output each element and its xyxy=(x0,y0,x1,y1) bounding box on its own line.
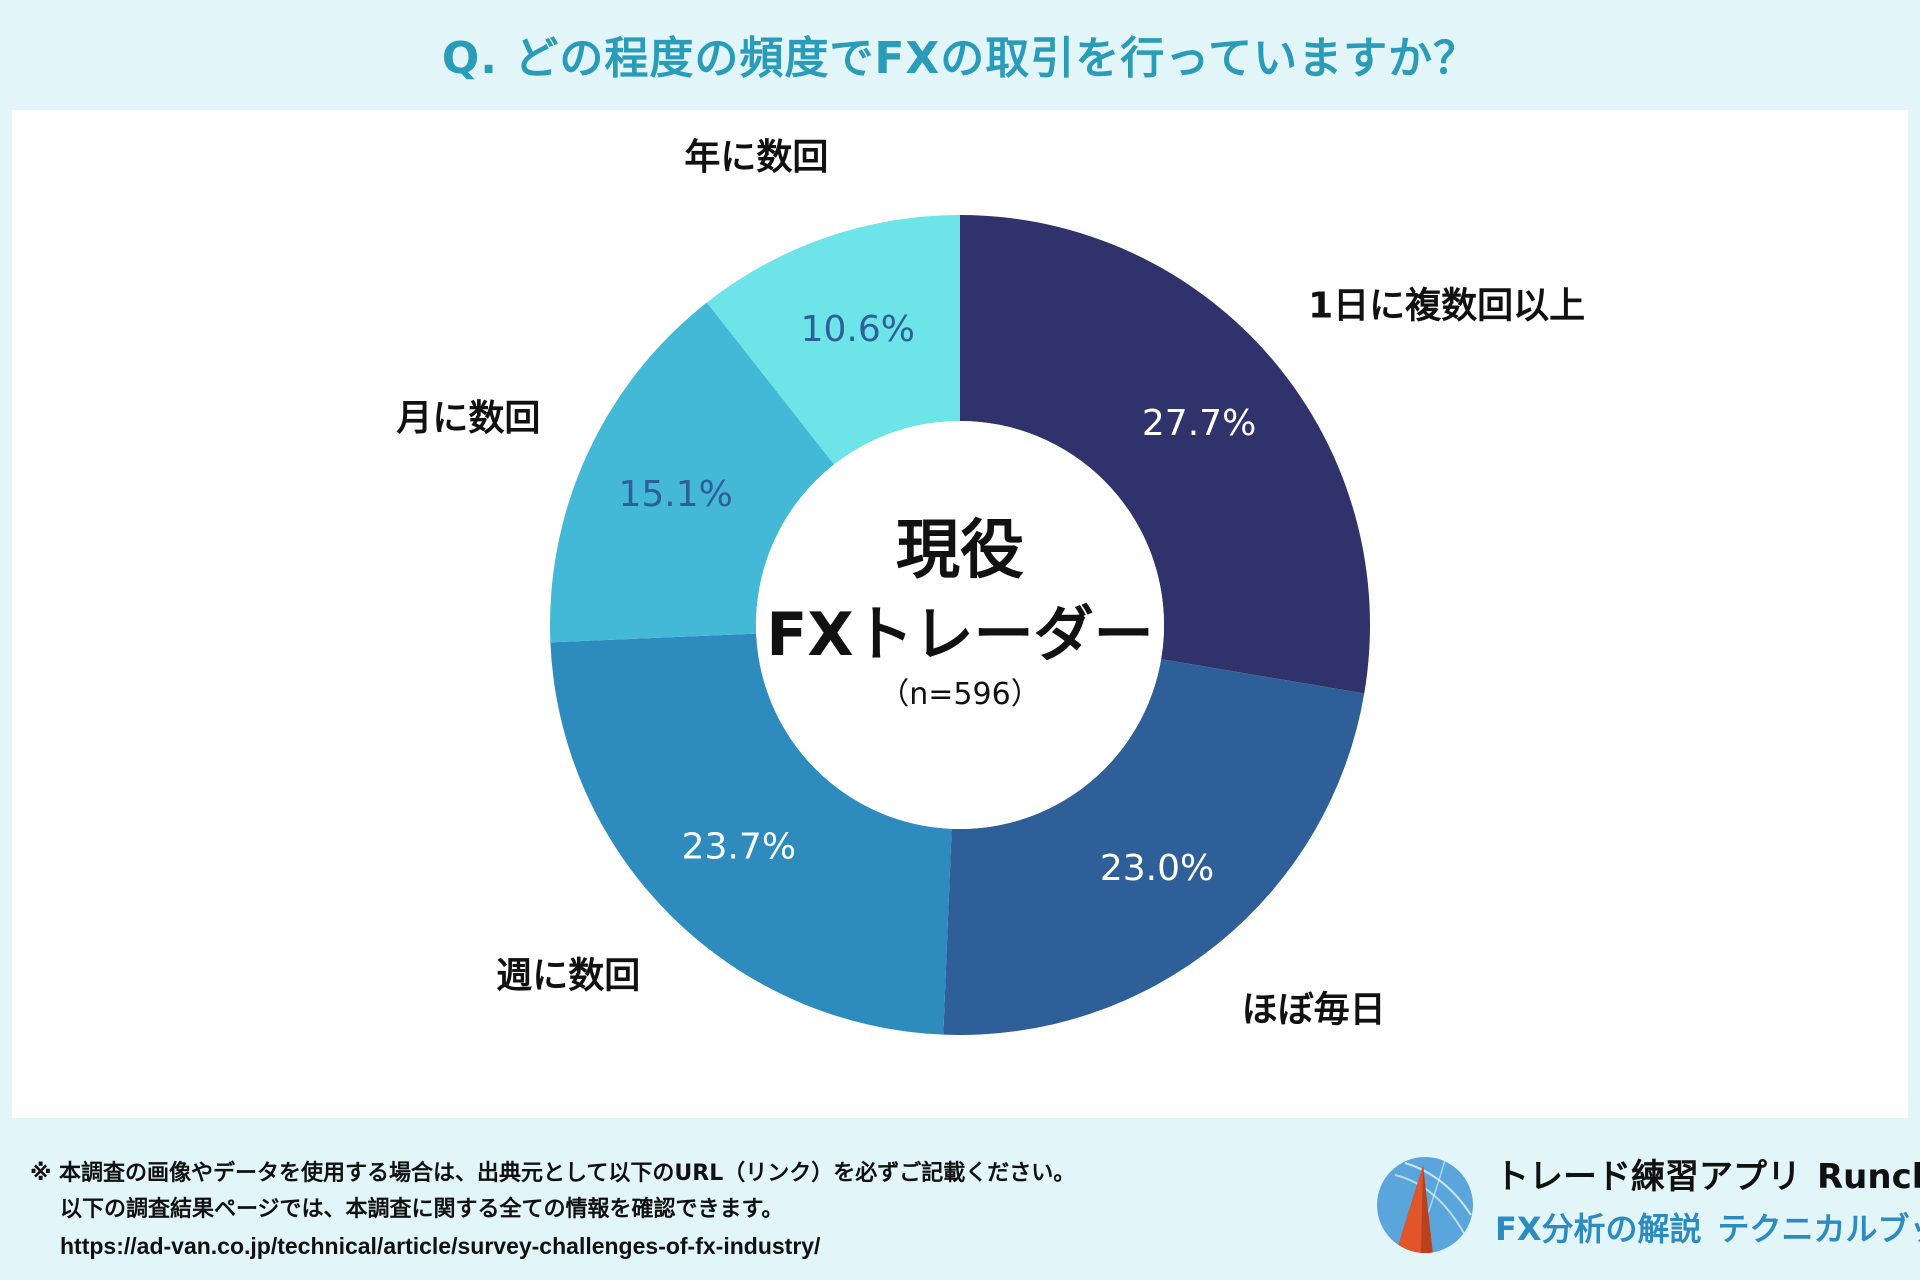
chart-panel: 27.7% 23.0% 23.7% 15.1% 10.6% 1日に複数回以上ほぼ毎日 週に… xyxy=(12,110,1908,1118)
slice-weekly xyxy=(550,633,952,1035)
usage-note-line1: ※ 本調査の画像やデータを使用する場合は、出典元として以下のURL（リンク）を必… xyxy=(30,1161,1076,1186)
brand-app-name-ja: トレード練習アプリ xyxy=(1495,1157,1801,1197)
brand-subtitle-part2: テクニカルブック xyxy=(1717,1210,1920,1248)
center-label-line2: FXトレーダー xyxy=(766,600,1153,670)
center-label-line1: 現役 xyxy=(896,514,1024,588)
category-label-weekly: 週に数回 xyxy=(496,955,640,996)
usage-note-line2: 以下の調査結果ページでは、本調査に関する全ての情報を確認できます。 xyxy=(60,1197,784,1222)
value-label-multiple-daily: 27.7% xyxy=(1142,403,1256,444)
center-label-sample: （n=596） xyxy=(879,677,1040,712)
footer: ※ 本調査の画像やデータを使用する場合は、出典元として以下のURL（リンク）を必… xyxy=(0,1120,1920,1280)
donut-slices xyxy=(550,215,1370,1035)
slice-monthly xyxy=(550,302,835,643)
category-label-yearly: 年に数回 xyxy=(684,137,828,178)
source-url-link[interactable]: https://ad-van.co.jp/technical/article/s… xyxy=(60,1233,821,1259)
slice-almost-daily xyxy=(943,659,1365,1035)
category-label-multiple-daily: 1日に複数回以上 xyxy=(1308,286,1585,327)
category-label-almost-daily: ほぼ毎日 xyxy=(1242,990,1386,1031)
brand-app-name: トレード練習アプリ Runcha xyxy=(1495,1150,1920,1204)
donut-hole xyxy=(756,421,1164,829)
value-label-weekly: 23.7% xyxy=(682,826,796,867)
value-label-monthly: 15.1% xyxy=(619,474,733,515)
value-label-yearly: 10.6% xyxy=(801,309,915,350)
category-label-monthly: 月に数回 xyxy=(396,398,540,439)
runcha-logo-icon xyxy=(1377,1157,1473,1253)
slice-yearly xyxy=(706,215,960,465)
brand-block: トレード練習アプリ Runcha FX分析の解説テクニカルブック xyxy=(1495,1150,1920,1254)
brand-app-name-en: Runcha xyxy=(1817,1157,1920,1197)
page-title: Q. どの程度の頻度でFXの取引を行っていますか？ xyxy=(441,33,1479,84)
brand-subtitle: FX分析の解説テクニカルブック xyxy=(1495,1204,1920,1254)
brand-subtitle-part1: FX分析の解説 xyxy=(1495,1210,1702,1248)
value-labels: 27.7% 23.0% 23.7% 15.1% 10.6% xyxy=(619,309,1257,889)
slice-multiple-daily xyxy=(960,215,1370,694)
header: Q. どの程度の頻度でFXの取引を行っていますか？ xyxy=(0,0,1920,108)
value-label-almost-daily: 23.0% xyxy=(1100,848,1214,889)
usage-note: ※ 本調査の画像やデータを使用する場合は、出典元として以下のURL（リンク）を必… xyxy=(30,1156,1075,1264)
